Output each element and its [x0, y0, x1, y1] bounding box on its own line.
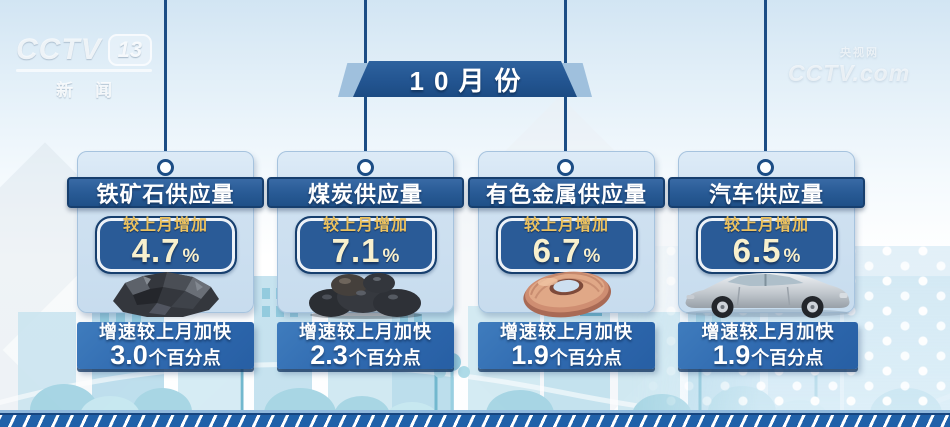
card-coal: 煤炭供应量 较上月增加 7.1 %	[267, 151, 464, 319]
car-photo	[685, 273, 849, 318]
increase-box: 较上月增加 7.1 %	[294, 216, 437, 274]
connector-line	[764, 0, 767, 168]
accel-label: 增速较上月加快	[701, 321, 835, 342]
accel-box-coal: 增速较上月加快 2.3 个百分点	[277, 322, 454, 369]
connector-node	[757, 159, 774, 176]
channel-number-badge: 13	[107, 34, 153, 66]
accel-unit: 个百分点	[348, 347, 421, 368]
accel-box-automobiles: 增速较上月加快 1.9 个百分点	[678, 322, 858, 369]
accel-label: 增速较上月加快	[99, 321, 232, 342]
logo-underline	[16, 69, 153, 72]
cctv-com-watermark: 央视网 CCTV.com	[788, 44, 910, 87]
increase-unit: %	[783, 246, 801, 267]
cctv13-logo: CCTV 13 新闻	[16, 33, 153, 101]
connector-node	[357, 159, 374, 176]
increase-label: 较上月增加	[122, 217, 208, 234]
card-title: 煤炭供应量	[267, 177, 464, 208]
accel-value: 2.3	[310, 339, 348, 370]
accel-label: 增速较上月加快	[299, 321, 432, 342]
card-automobiles: 汽车供应量 较上月增加 6.5 %	[668, 151, 865, 318]
card-nonferrous-metals: 有色金属供应量 较上月增加 6.7 %	[468, 151, 665, 318]
increase-value: 6.5	[732, 232, 782, 269]
increase-unit: %	[382, 246, 400, 267]
increase-box: 较上月增加 6.5 %	[695, 216, 838, 274]
card-title: 有色金属供应量	[468, 177, 665, 208]
card-iron-ore: 铁矿石供应量 较上月增加 4.7 %	[67, 151, 264, 317]
accel-box-nonferrous: 增速较上月加快 1.9 个百分点	[478, 322, 655, 369]
accel-value: 3.0	[110, 339, 148, 370]
increase-box: 较上月增加 4.7 %	[94, 216, 237, 274]
increase-unit: %	[583, 246, 601, 267]
increase-box: 较上月增加 6.7 %	[495, 216, 638, 274]
connector-line	[164, 0, 167, 168]
accel-value: 1.9	[712, 339, 751, 370]
card-title: 汽车供应量	[668, 177, 865, 208]
accel-box-iron-ore: 增速较上月加快 3.0 个百分点	[77, 322, 254, 369]
increase-value: 6.7	[532, 232, 582, 269]
increase-label: 较上月增加	[322, 217, 408, 234]
iron-ore-photo	[112, 272, 219, 317]
month-banner-label: 10月份	[353, 61, 577, 97]
card-title: 铁矿石供应量	[67, 177, 264, 208]
increase-unit: %	[182, 246, 200, 267]
increase-value: 7.1	[331, 232, 381, 269]
cctv-logo-text: CCTV	[16, 33, 102, 66]
increase-value: 4.7	[131, 232, 181, 269]
copper-coil-photo	[522, 271, 611, 318]
watermark-en-text: CCTV.com	[788, 60, 911, 86]
connector-node	[557, 159, 574, 176]
coal-photo	[308, 273, 422, 319]
accel-label: 增速较上月加快	[500, 321, 633, 342]
month-banner: 10月份	[338, 59, 592, 99]
increase-label: 较上月增加	[723, 217, 809, 234]
accel-value: 1.9	[511, 339, 549, 370]
accel-unit: 个百分点	[751, 347, 824, 368]
connector-node	[157, 159, 174, 176]
watermark-cn-text: 央视网	[840, 47, 879, 59]
accel-unit: 个百分点	[148, 347, 221, 368]
channel-subtitle: 新闻	[56, 81, 135, 100]
increase-label: 较上月增加	[523, 217, 609, 234]
striped-road-band	[0, 410, 950, 427]
accel-unit: 个百分点	[549, 347, 622, 368]
